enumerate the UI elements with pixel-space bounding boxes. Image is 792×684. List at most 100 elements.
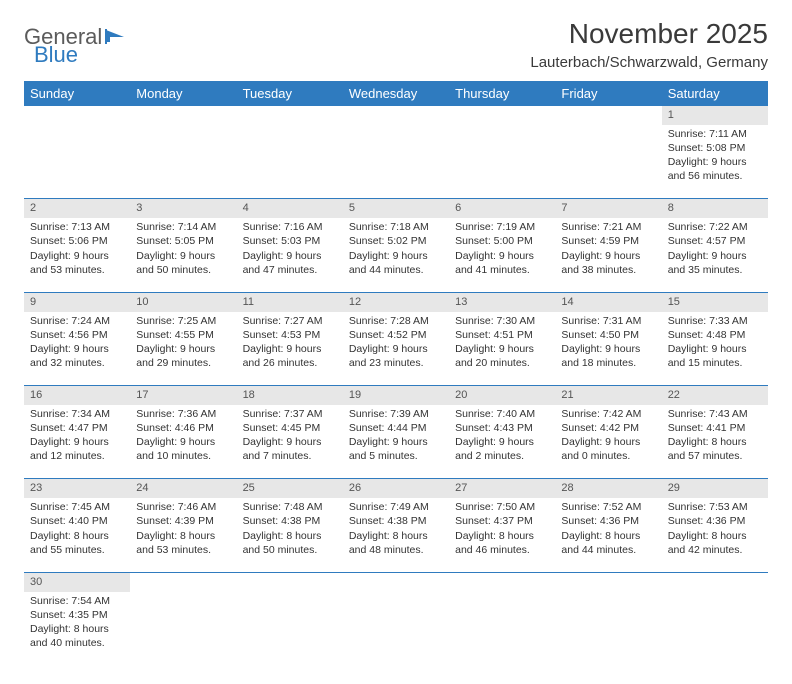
sunrise-line: Sunrise: 7:39 AM bbox=[349, 408, 429, 420]
week-row: Sunrise: 7:13 AMSunset: 5:06 PMDaylight:… bbox=[24, 218, 768, 292]
day-number: 24 bbox=[130, 479, 236, 498]
day-cell: Sunrise: 7:45 AMSunset: 4:40 PMDaylight:… bbox=[24, 498, 130, 572]
day-number: 20 bbox=[449, 386, 555, 405]
daylight-line: Daylight: 9 hours and 44 minutes. bbox=[349, 250, 428, 276]
day-number bbox=[24, 106, 130, 125]
daylight-line: Daylight: 9 hours and 53 minutes. bbox=[30, 250, 109, 276]
day-cell: Sunrise: 7:49 AMSunset: 4:38 PMDaylight:… bbox=[343, 498, 449, 572]
sunset-line: Sunset: 4:53 PM bbox=[243, 329, 321, 341]
daylight-line: Daylight: 8 hours and 46 minutes. bbox=[455, 530, 534, 556]
day-number bbox=[237, 572, 343, 591]
day-cell-body: Sunrise: 7:36 AMSunset: 4:46 PMDaylight:… bbox=[130, 405, 236, 468]
day-cell-body: Sunrise: 7:37 AMSunset: 4:45 PMDaylight:… bbox=[237, 405, 343, 468]
weekday-header: Thursday bbox=[449, 81, 555, 106]
sunrise-line: Sunrise: 7:16 AM bbox=[243, 221, 323, 233]
sunset-line: Sunset: 4:43 PM bbox=[455, 422, 533, 434]
day-number bbox=[343, 106, 449, 125]
daylight-line: Daylight: 9 hours and 41 minutes. bbox=[455, 250, 534, 276]
weekday-header-row: Sunday Monday Tuesday Wednesday Thursday… bbox=[24, 81, 768, 106]
day-cell: Sunrise: 7:36 AMSunset: 4:46 PMDaylight:… bbox=[130, 405, 236, 479]
day-number: 13 bbox=[449, 292, 555, 311]
sunrise-line: Sunrise: 7:27 AM bbox=[243, 315, 323, 327]
day-cell bbox=[555, 592, 661, 666]
logo-line2: Blue bbox=[34, 42, 78, 68]
sunset-line: Sunset: 4:56 PM bbox=[30, 329, 108, 341]
sunrise-line: Sunrise: 7:33 AM bbox=[668, 315, 748, 327]
day-cell-body: Sunrise: 7:45 AMSunset: 4:40 PMDaylight:… bbox=[24, 498, 130, 561]
daylight-line: Daylight: 8 hours and 40 minutes. bbox=[30, 623, 109, 649]
week-row: Sunrise: 7:24 AMSunset: 4:56 PMDaylight:… bbox=[24, 312, 768, 386]
calendar-table: Sunday Monday Tuesday Wednesday Thursday… bbox=[24, 81, 768, 666]
day-cell-body: Sunrise: 7:43 AMSunset: 4:41 PMDaylight:… bbox=[662, 405, 768, 468]
sunset-line: Sunset: 4:52 PM bbox=[349, 329, 427, 341]
day-number: 1 bbox=[662, 106, 768, 125]
sunrise-line: Sunrise: 7:25 AM bbox=[136, 315, 216, 327]
day-cell-body: Sunrise: 7:28 AMSunset: 4:52 PMDaylight:… bbox=[343, 312, 449, 375]
day-cell-body: Sunrise: 7:34 AMSunset: 4:47 PMDaylight:… bbox=[24, 405, 130, 468]
sunrise-line: Sunrise: 7:14 AM bbox=[136, 221, 216, 233]
daylight-line: Daylight: 9 hours and 56 minutes. bbox=[668, 156, 747, 182]
day-number bbox=[130, 572, 236, 591]
day-cell-body: Sunrise: 7:53 AMSunset: 4:36 PMDaylight:… bbox=[662, 498, 768, 561]
day-number: 29 bbox=[662, 479, 768, 498]
sunset-line: Sunset: 4:50 PM bbox=[561, 329, 639, 341]
day-cell: Sunrise: 7:37 AMSunset: 4:45 PMDaylight:… bbox=[237, 405, 343, 479]
sunset-line: Sunset: 4:38 PM bbox=[243, 515, 321, 527]
daylight-line: Daylight: 8 hours and 50 minutes. bbox=[243, 530, 322, 556]
week-row: Sunrise: 7:45 AMSunset: 4:40 PMDaylight:… bbox=[24, 498, 768, 572]
day-cell-body: Sunrise: 7:24 AMSunset: 4:56 PMDaylight:… bbox=[24, 312, 130, 375]
day-cell: Sunrise: 7:30 AMSunset: 4:51 PMDaylight:… bbox=[449, 312, 555, 386]
sunrise-line: Sunrise: 7:21 AM bbox=[561, 221, 641, 233]
day-cell bbox=[130, 592, 236, 666]
daynum-row: 2345678 bbox=[24, 199, 768, 218]
day-cell-body: Sunrise: 7:39 AM Sunset: 4:44 PM Daylight:… bbox=[343, 405, 449, 468]
sunset-line: Sunset: 4:40 PM bbox=[30, 515, 108, 527]
day-cell: Sunrise: 7:22 AMSunset: 4:57 PMDaylight:… bbox=[662, 218, 768, 292]
day-number bbox=[343, 572, 449, 591]
month-title: November 2025 bbox=[530, 18, 768, 50]
daynum-row: 23242526272829 bbox=[24, 479, 768, 498]
day-cell-body: Sunrise: 7:14 AMSunset: 5:05 PMDaylight:… bbox=[130, 218, 236, 281]
daylight-line: Daylight: 9 hours and 20 minutes. bbox=[455, 343, 534, 369]
sunset-line: Sunset: 4:36 PM bbox=[668, 515, 746, 527]
sunset-line: Sunset: 5:06 PM bbox=[30, 235, 108, 247]
day-cell: Sunrise: 7:53 AMSunset: 4:36 PMDaylight:… bbox=[662, 498, 768, 572]
sunset-line: Sunset: 4:46 PM bbox=[136, 422, 214, 434]
day-cell bbox=[449, 125, 555, 199]
day-number bbox=[555, 572, 661, 591]
day-cell: Sunrise: 7:33 AMSunset: 4:48 PMDaylight:… bbox=[662, 312, 768, 386]
day-number: 7 bbox=[555, 199, 661, 218]
day-cell: Sunrise: 7:34 AMSunset: 4:47 PMDaylight:… bbox=[24, 405, 130, 479]
day-cell-body: Sunrise: 7:11 AM Sunset: 5:08 PM Daylight:… bbox=[662, 125, 768, 188]
sunrise-line: Sunrise: 7:18 AM bbox=[349, 221, 429, 233]
flag-icon bbox=[104, 27, 128, 45]
day-cell: Sunrise: 7:13 AMSunset: 5:06 PMDaylight:… bbox=[24, 218, 130, 292]
day-number: 17 bbox=[130, 386, 236, 405]
day-cell: Sunrise: 7:16 AMSunset: 5:03 PMDaylight:… bbox=[237, 218, 343, 292]
daylight-line: Daylight: 9 hours and 5 minutes. bbox=[349, 436, 428, 462]
day-cell: Sunrise: 7:39 AM Sunset: 4:44 PM Daylight:… bbox=[343, 405, 449, 479]
sunrise-line: Sunrise: 7:48 AM bbox=[243, 501, 323, 513]
location: Lauterbach/Schwarzwald, Germany bbox=[530, 54, 768, 71]
daylight-line: Daylight: 8 hours and 55 minutes. bbox=[30, 530, 109, 556]
sunset-line: Sunset: 4:48 PM bbox=[668, 329, 746, 341]
day-cell bbox=[555, 125, 661, 199]
weekday-header: Friday bbox=[555, 81, 661, 106]
day-cell: Sunrise: 7:24 AMSunset: 4:56 PMDaylight:… bbox=[24, 312, 130, 386]
sunrise-line: Sunrise: 7:42 AM bbox=[561, 408, 641, 420]
sunset-line: Sunset: 4:59 PM bbox=[561, 235, 639, 247]
daylight-line: Daylight: 9 hours and 2 minutes. bbox=[455, 436, 534, 462]
day-cell-body: Sunrise: 7:49 AMSunset: 4:38 PMDaylight:… bbox=[343, 498, 449, 561]
sunset-line: Sunset: 5:00 PM bbox=[455, 235, 533, 247]
daynum-row: 30 bbox=[24, 572, 768, 591]
sunset-line: Sunset: 4:44 PM bbox=[349, 422, 427, 434]
sunrise-line: Sunrise: 7:11 AM bbox=[668, 128, 747, 140]
sunset-line: Sunset: 5:08 PM bbox=[668, 142, 746, 154]
day-cell: Sunrise: 7:48 AM Sunset: 4:38 PM Daylight:… bbox=[237, 498, 343, 572]
day-number: 11 bbox=[237, 292, 343, 311]
day-number: 18 bbox=[237, 386, 343, 405]
sunrise-line: Sunrise: 7:31 AM bbox=[561, 315, 641, 327]
day-cell-body: Sunrise: 7:42 AMSunset: 4:42 PMDaylight:… bbox=[555, 405, 661, 468]
day-cell-body: Sunrise: 7:21 AMSunset: 4:59 PMDaylight:… bbox=[555, 218, 661, 281]
day-cell bbox=[449, 592, 555, 666]
